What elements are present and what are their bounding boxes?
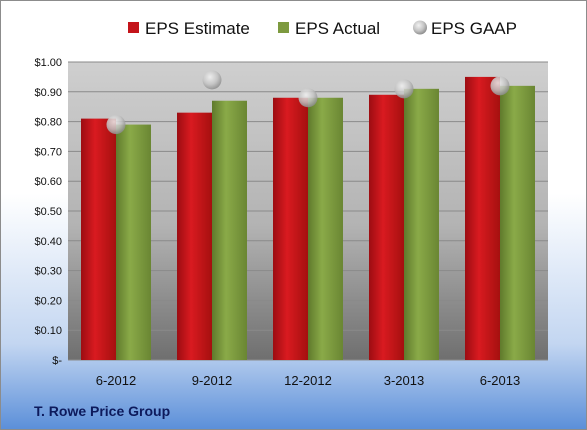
- x-category-label: 6-2013: [480, 373, 520, 388]
- x-category-label: 3-2013: [384, 373, 424, 388]
- eps-estimate-bar: [369, 94, 404, 360]
- gaap-markers: [106, 70, 510, 135]
- eps-actual-bar: [212, 100, 247, 361]
- eps-gaap-marker: [394, 79, 414, 99]
- legend-swatch-eps-actual: [278, 22, 289, 33]
- eps-actual-bar: [308, 97, 343, 360]
- x-category-label: 6-2012: [96, 373, 136, 388]
- legend-label: EPS Actual: [295, 19, 380, 38]
- y-tick-label: $0.80: [34, 117, 62, 129]
- eps-estimate-bar: [273, 97, 308, 360]
- eps-actual-bar: [404, 88, 439, 360]
- legend-swatch-eps-estimate: [128, 22, 139, 33]
- eps-estimate-bar: [465, 76, 500, 361]
- y-tick-label: $-: [52, 355, 62, 367]
- x-category-label: 9-2012: [192, 373, 232, 388]
- x-axis-ticks: 6-2012 9-2012 12-2012 3-2013 6-2013: [96, 373, 520, 388]
- y-tick-label: $0.50: [34, 206, 62, 218]
- y-tick-label: $0.20: [34, 295, 62, 307]
- y-tick-label: $0.70: [34, 146, 62, 158]
- eps-estimate-bar: [177, 112, 212, 360]
- footer-company-label: T. Rowe Price Group: [34, 403, 170, 419]
- y-tick-label: $1.00: [34, 57, 62, 69]
- y-tick-label: $0.60: [34, 176, 62, 188]
- eps-gaap-marker: [106, 115, 126, 135]
- y-tick-label: $0.40: [34, 236, 62, 248]
- eps-estimate-bar: [81, 118, 116, 361]
- y-axis-ticks: $- $0.10 $0.20 $0.30 $0.40 $0.50 $0.60 $0.70 $0.…: [34, 57, 62, 367]
- y-tick-label: $0.10: [34, 325, 62, 337]
- eps-gaap-marker: [202, 70, 222, 90]
- y-tick-label: $0.90: [34, 87, 62, 99]
- bars: [81, 76, 535, 361]
- eps-actual-bar: [500, 85, 535, 360]
- legend-label: EPS Estimate: [145, 19, 250, 38]
- x-category-label: 12-2012: [284, 373, 332, 388]
- eps-gaap-marker: [298, 88, 318, 108]
- legend-label: EPS GAAP: [431, 19, 517, 38]
- eps-actual-bar: [116, 124, 151, 360]
- legend: EPS Estimate EPS Actual EPS GAAP: [128, 19, 517, 38]
- y-tick-label: $0.30: [34, 266, 62, 278]
- eps-gaap-marker: [490, 76, 510, 96]
- legend-swatch-eps-gaap: [413, 20, 427, 35]
